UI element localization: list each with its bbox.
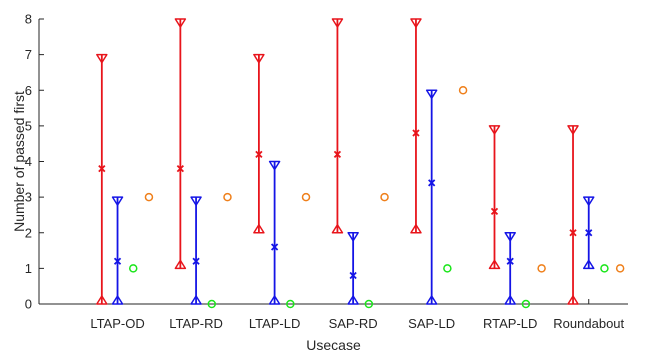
x-tick-label: Roundabout (553, 316, 624, 331)
green-point (364, 299, 374, 309)
red-mean-marker (176, 164, 184, 173)
red-min-marker (253, 224, 265, 234)
blue-max-marker (347, 232, 359, 242)
blue-max-marker (425, 89, 438, 99)
red-mean-marker (412, 129, 420, 137)
y-tick-label: 8 (25, 12, 32, 27)
blue-max-marker (190, 196, 202, 206)
x-tick-label: SAP-LD (408, 316, 455, 331)
green-point-series (128, 264, 609, 309)
blue-range-series (111, 89, 595, 305)
red-min-marker (174, 259, 187, 270)
y-tick-label: 6 (25, 83, 32, 98)
blue-min-marker (347, 295, 359, 305)
red-mean-marker (333, 150, 342, 159)
red-min-marker (331, 224, 344, 234)
x-tick-label: LTAP-OD (90, 316, 144, 331)
green-point (128, 264, 138, 273)
mean-cross-stroke (349, 271, 357, 280)
mean-cross-stroke (255, 150, 263, 159)
red-mean-marker (255, 150, 263, 159)
x-tick-label: RTAP-LD (483, 316, 537, 331)
red-min-marker (567, 295, 579, 305)
red-max-marker (96, 53, 108, 64)
red-range-series (96, 18, 579, 305)
blue-max-marker (111, 196, 124, 206)
mean-cross-stroke (176, 164, 184, 173)
red-max-marker (253, 53, 265, 64)
mean-cross-stroke (428, 179, 436, 187)
mean-cross-stroke (585, 229, 593, 237)
x-tick-label: LTAP-RD (169, 316, 223, 331)
orange-point (537, 264, 546, 273)
mean-cross-stroke (506, 257, 514, 265)
y-tick-label: 5 (25, 118, 32, 133)
y-tick-label: 4 (25, 154, 32, 169)
y-tick-label: 7 (25, 47, 32, 62)
red-max-marker (567, 125, 579, 135)
blue-mean-marker (270, 243, 279, 251)
green-point (207, 299, 217, 309)
blue-mean-marker (506, 257, 514, 265)
blue-max-marker (582, 196, 595, 206)
plot-area: 0 1 2 3 4 5 6 7 8 LTAP-OD LTAP-RD LTAP-LD SAP-RD SAP… (25, 12, 628, 331)
y-tick-label: 1 (25, 261, 32, 276)
red-min-marker (96, 295, 108, 305)
red-max-marker (488, 125, 501, 135)
blue-min-marker (111, 295, 124, 305)
blue-min-marker (190, 295, 202, 305)
red-min-marker (410, 224, 422, 234)
mean-cross-stroke (490, 207, 499, 216)
x-ticks: LTAP-OD LTAP-RD LTAP-LD SAP-RD SAP-LD RTAP-LD… (90, 299, 625, 331)
mean-cross-stroke (333, 150, 342, 159)
blue-max-marker (504, 232, 516, 242)
orange-point (380, 192, 389, 202)
red-max-marker (331, 18, 344, 28)
blue-min-marker (582, 259, 595, 270)
red-mean-marker (490, 207, 499, 216)
orange-point (301, 192, 311, 202)
green-point (286, 299, 295, 309)
mean-cross-stroke (113, 257, 122, 265)
orange-point-series (144, 86, 625, 273)
mean-cross-stroke (412, 129, 420, 137)
x-tick-label: LTAP-LD (249, 316, 301, 331)
y-tick-label: 2 (25, 225, 32, 240)
y-tick-label: 3 (25, 190, 32, 205)
blue-min-marker (425, 295, 438, 305)
red-max-marker (174, 18, 187, 28)
green-point (600, 264, 609, 273)
blue-mean-marker (349, 271, 357, 280)
blue-mean-marker (428, 179, 436, 187)
mean-cross-stroke (98, 164, 106, 173)
y-ticks: 0 1 2 3 4 5 6 7 8 (25, 12, 44, 312)
blue-min-marker (268, 295, 281, 305)
x-tick-label: SAP-RD (329, 316, 378, 331)
red-mean-marker (569, 229, 577, 237)
green-point (521, 299, 531, 309)
blue-mean-marker (192, 257, 200, 265)
mean-cross-stroke (270, 243, 279, 251)
y-axis-title: Number of passed first (11, 91, 27, 232)
data-marks (96, 18, 625, 309)
blue-max-marker (268, 160, 281, 171)
blue-mean-marker (113, 257, 122, 265)
orange-point (615, 264, 625, 273)
blue-min-marker (504, 295, 516, 305)
mean-cross-stroke (192, 257, 200, 265)
mean-cross-stroke (569, 229, 577, 237)
red-max-marker (410, 18, 422, 28)
orange-point (458, 86, 468, 95)
y-tick-label: 0 (25, 297, 32, 312)
blue-mean-marker (585, 229, 593, 237)
red-mean-marker (98, 164, 106, 173)
red-min-marker (488, 259, 501, 270)
green-point (443, 264, 452, 273)
orange-point (144, 192, 154, 202)
orange-point (223, 192, 232, 202)
x-axis-title: Usecase (306, 337, 361, 353)
